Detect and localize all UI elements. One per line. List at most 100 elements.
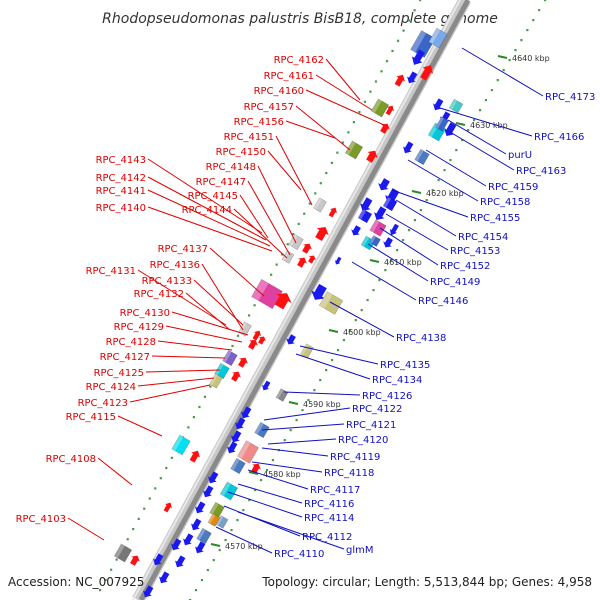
track-dot-right — [508, 59, 511, 62]
accession-text: Accession: NC_007925 — [8, 575, 144, 589]
gene-box — [230, 457, 246, 475]
track-dot-right — [331, 359, 334, 362]
gene-box — [369, 219, 387, 237]
track-dot-right — [372, 289, 375, 292]
gene-arrow — [394, 74, 405, 87]
left-leader-line — [147, 206, 273, 252]
track-dot-left — [281, 253, 284, 256]
tick-label: 4590 kbp — [303, 400, 341, 409]
gene-arrow — [235, 417, 246, 430]
track-dot-left — [292, 232, 295, 236]
track-dot-right — [230, 529, 233, 532]
track-dot-right — [200, 579, 204, 582]
left-gene-label: RPC_4143 — [96, 155, 146, 166]
track-dot-right — [496, 79, 499, 82]
gene-box — [370, 98, 390, 118]
left-gene-label: RPC_4125 — [94, 368, 144, 379]
track-dot-left — [314, 192, 317, 195]
left-leader-line — [137, 377, 215, 387]
right-leader-line — [267, 438, 337, 445]
left-gene-label: RPC_4123 — [78, 398, 128, 409]
left-leader-line — [185, 292, 231, 331]
track-dot-right — [384, 269, 387, 272]
tick-label: 4620 kbp — [426, 189, 464, 198]
tick-label: 4640 kbp — [512, 54, 550, 63]
left-leader-line — [129, 384, 211, 403]
gene-arrow — [374, 206, 387, 221]
track-dot-left — [407, 19, 411, 22]
gene-arrow — [351, 225, 361, 236]
gene-arrow — [308, 255, 316, 264]
gene-arrow — [407, 71, 418, 84]
track-dot-right — [307, 399, 310, 402]
left-leader-line — [151, 355, 226, 359]
left-leader-line — [97, 457, 133, 486]
left-gene-label: RPC_4141 — [96, 186, 146, 197]
right-leader-line — [351, 261, 417, 301]
right-leader-line — [329, 301, 395, 338]
tick-mark — [369, 259, 380, 263]
tick-mark — [248, 471, 259, 475]
left-leader-line — [157, 340, 233, 351]
gene-box — [113, 543, 133, 563]
track-dot-left — [352, 121, 355, 124]
gene-arrow — [191, 518, 202, 531]
gene-box — [382, 196, 398, 212]
left-gene-label: RPC_4162 — [274, 55, 324, 66]
track-dot-right — [402, 239, 405, 242]
left-leader-line — [147, 158, 263, 234]
gene-box — [219, 481, 239, 501]
right-gene-label: RPC_4155 — [470, 213, 520, 224]
gene-arrow — [378, 178, 390, 191]
track-dot-right — [437, 179, 440, 182]
left-gene-label: RPC_4103 — [16, 514, 66, 525]
left-gene-label: RPC_4136 — [150, 260, 200, 271]
gene-arrow — [420, 65, 433, 81]
track-dot-left — [419, 0, 422, 2]
gene-arrow — [328, 207, 337, 218]
left-gene-label: RPC_4142 — [96, 173, 146, 184]
right-gene-label: RPC_4135 — [380, 360, 430, 371]
gene-box — [357, 208, 373, 224]
track-dot-left — [154, 487, 157, 490]
gene-arrow — [241, 406, 252, 419]
right-gene-label: RPC_4126 — [362, 391, 412, 402]
left-gene-label: RPC_4156 — [234, 117, 284, 128]
track-dot-right — [254, 489, 257, 492]
track-dot-left — [380, 70, 383, 73]
right-gene-label: RPC_4158 — [480, 197, 530, 208]
track-dot-left — [115, 558, 118, 561]
left-leader-line — [145, 369, 221, 373]
gene-box — [448, 98, 464, 114]
right-gene-label: RPC_4163 — [516, 166, 566, 177]
left-gene-label: RPC_4129 — [114, 322, 164, 333]
gene-arrow — [258, 336, 266, 345]
gene-arrow — [360, 197, 373, 212]
track-dot-left — [330, 161, 333, 164]
gene-box — [171, 434, 191, 456]
genome-backbone — [132, 0, 471, 600]
track-dot-left — [203, 395, 207, 398]
track-dot-right — [455, 149, 458, 152]
track-dot-left — [413, 9, 416, 12]
left-leader-line — [295, 105, 351, 151]
gene-box — [281, 250, 295, 264]
track-dot-left — [336, 151, 339, 154]
track-dot-left — [347, 131, 350, 134]
track-dot-right — [419, 209, 422, 212]
track-dot-right — [544, 0, 547, 2]
gene-arrow — [251, 463, 261, 474]
track-dot-left — [325, 171, 328, 175]
right-gene-label: RPC_4116 — [304, 499, 354, 510]
right-leader-line — [283, 391, 361, 396]
track-dot-right — [283, 439, 286, 442]
gene-arrow — [208, 471, 219, 484]
right-leader-line — [391, 189, 469, 218]
right-gene-label: RPC_4119 — [330, 452, 380, 463]
track-dot-left — [209, 385, 212, 388]
gene-arrow — [302, 243, 312, 254]
track-dot-right — [348, 329, 351, 332]
left-leader-line — [147, 176, 267, 241]
left-leader-line — [239, 194, 269, 239]
track-dot-right — [449, 159, 452, 162]
